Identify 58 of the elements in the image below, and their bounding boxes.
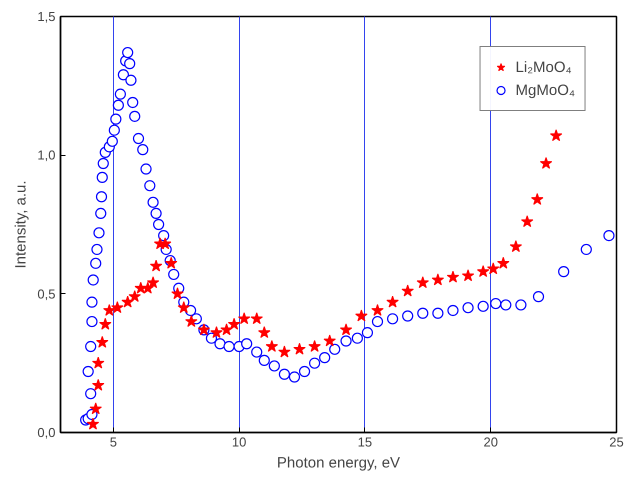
- point: [142, 282, 154, 294]
- point: [92, 356, 104, 369]
- point: [258, 326, 270, 338]
- point: [432, 273, 444, 286]
- point: [416, 276, 429, 288]
- point: [550, 129, 562, 142]
- point: [293, 342, 306, 355]
- point: [128, 290, 141, 302]
- x-axis-title: Photon energy, eV: [276, 454, 400, 472]
- point: [487, 262, 500, 274]
- point: [150, 260, 162, 272]
- x-tick-label: 15: [358, 434, 372, 450]
- legend-label: MgMoO₄: [516, 82, 575, 98]
- point: [238, 312, 250, 324]
- point: [355, 310, 368, 322]
- x-tick-label: 5: [110, 434, 117, 450]
- point: [371, 304, 384, 316]
- point: [266, 340, 278, 352]
- point: [462, 269, 474, 282]
- point: [401, 284, 414, 296]
- point: [476, 265, 490, 277]
- point: [111, 301, 124, 314]
- y-axis-title: Intensity, a.u.: [12, 180, 30, 269]
- y-tick-label: 0,5: [37, 286, 56, 302]
- point: [171, 287, 184, 300]
- point: [340, 323, 352, 336]
- point: [121, 296, 134, 308]
- point: [185, 315, 198, 327]
- point: [210, 326, 223, 338]
- point: [446, 270, 460, 283]
- point: [386, 296, 399, 308]
- point: [520, 215, 534, 228]
- point: [146, 276, 160, 288]
- point: [86, 418, 100, 430]
- point: [228, 318, 240, 330]
- point: [250, 312, 263, 324]
- point: [178, 301, 190, 314]
- legend-label: Li₂MoO₄: [516, 58, 572, 76]
- y-tick-label: 1,0: [37, 148, 56, 163]
- x-tick-label: 25: [609, 434, 624, 450]
- y-tick-label: 0,0: [37, 425, 56, 440]
- point: [90, 402, 102, 414]
- y-tick-label: 1,5: [37, 9, 56, 24]
- point: [220, 323, 233, 336]
- point: [164, 256, 178, 269]
- x-tick-label: 20: [483, 434, 498, 450]
- point: [99, 318, 112, 330]
- point: [323, 334, 336, 346]
- x-tick-label: 10: [232, 434, 246, 450]
- point: [308, 340, 321, 352]
- point: [510, 240, 522, 252]
- point: [497, 256, 510, 269]
- point: [96, 336, 108, 348]
- point: [531, 193, 544, 205]
- point: [278, 346, 291, 358]
- point: [540, 156, 552, 169]
- point: [92, 378, 104, 391]
- point: [103, 304, 116, 316]
